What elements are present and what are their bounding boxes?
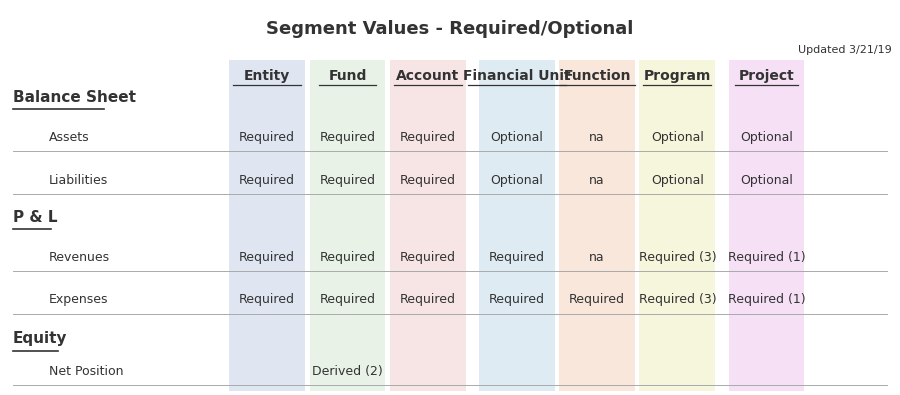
Bar [310, 60, 385, 391]
Text: Required: Required [239, 131, 295, 144]
Text: Financial Unit: Financial Unit [464, 70, 571, 83]
Text: Fund: Fund [328, 70, 366, 83]
Text: Required: Required [320, 251, 375, 264]
Text: Net Position: Net Position [49, 365, 123, 378]
Text: Optional: Optional [740, 173, 793, 186]
Text: Required (1): Required (1) [728, 293, 806, 307]
Text: Required (3): Required (3) [639, 251, 716, 264]
Text: Updated 3/21/19: Updated 3/21/19 [797, 45, 891, 55]
Bar [729, 60, 805, 391]
Text: Segment Values - Required/Optional: Segment Values - Required/Optional [266, 20, 634, 38]
Text: Required: Required [400, 173, 455, 186]
Text: Expenses: Expenses [49, 293, 108, 307]
Text: Required: Required [320, 173, 375, 186]
Text: Revenues: Revenues [49, 251, 110, 264]
Text: Balance Sheet: Balance Sheet [14, 90, 136, 105]
Text: Project: Project [739, 70, 795, 83]
Text: Required: Required [239, 293, 295, 307]
Text: Program: Program [644, 70, 711, 83]
Text: P & L: P & L [14, 210, 58, 225]
Text: Required: Required [320, 293, 375, 307]
Text: Required: Required [400, 131, 455, 144]
Text: Required: Required [489, 251, 544, 264]
Text: Required (3): Required (3) [639, 293, 716, 307]
Bar [559, 60, 635, 391]
Bar [640, 60, 716, 391]
Text: Function: Function [563, 70, 631, 83]
Text: Required (1): Required (1) [728, 251, 806, 264]
Text: Required: Required [239, 251, 295, 264]
Text: Required: Required [400, 251, 455, 264]
Text: na: na [590, 251, 605, 264]
Text: Optional: Optional [491, 173, 544, 186]
Text: Entity: Entity [244, 70, 291, 83]
Text: Optional: Optional [491, 131, 544, 144]
Text: na: na [590, 173, 605, 186]
Text: Required: Required [320, 131, 375, 144]
Text: Equity: Equity [14, 331, 68, 346]
Text: Optional: Optional [740, 131, 793, 144]
Text: Liabilities: Liabilities [49, 173, 108, 186]
Text: Derived (2): Derived (2) [312, 365, 382, 378]
Text: Account: Account [396, 70, 459, 83]
Bar [479, 60, 554, 391]
Bar [230, 60, 305, 391]
Text: Required: Required [569, 293, 625, 307]
Text: Optional: Optional [651, 131, 704, 144]
Text: Optional: Optional [651, 173, 704, 186]
Text: Required: Required [239, 173, 295, 186]
Text: Assets: Assets [49, 131, 89, 144]
Text: na: na [590, 131, 605, 144]
Bar [390, 60, 465, 391]
Text: Required: Required [400, 293, 455, 307]
Text: Required: Required [489, 293, 544, 307]
